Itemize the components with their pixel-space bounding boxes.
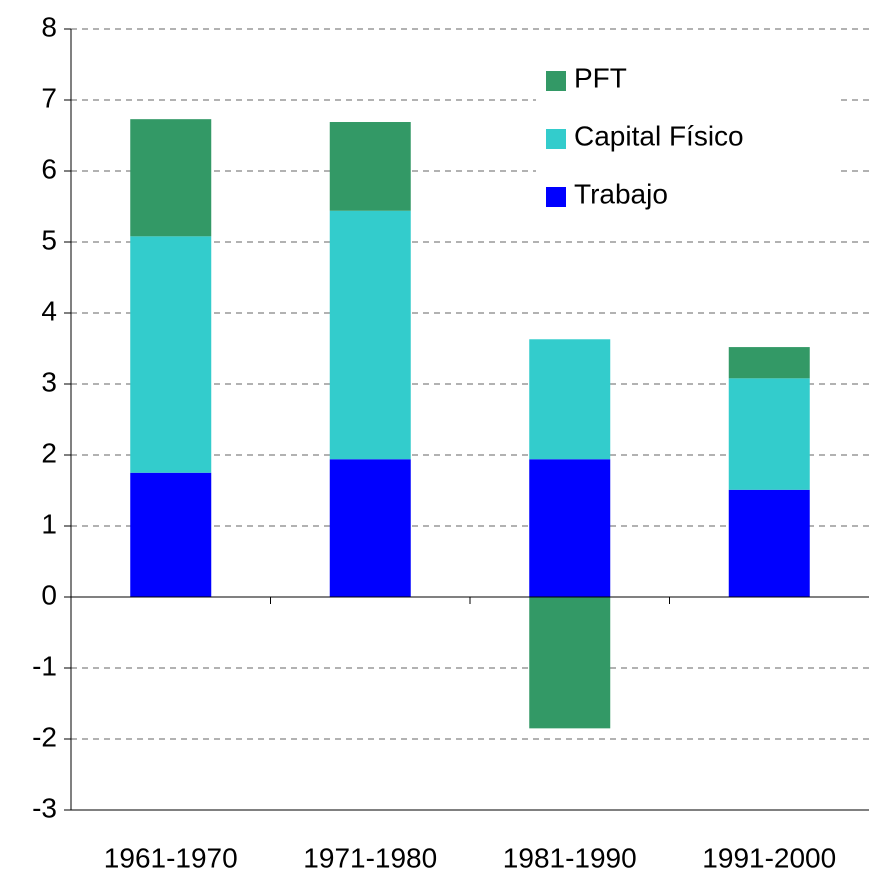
y-tick-label: 7 bbox=[41, 82, 57, 113]
x-tick-label: 1991-2000 bbox=[702, 842, 836, 873]
bar-segment bbox=[329, 210, 411, 460]
bar-segment bbox=[728, 378, 810, 490]
y-tick-label: 2 bbox=[41, 437, 57, 468]
legend-swatch bbox=[546, 187, 566, 207]
legend-box bbox=[536, 58, 836, 226]
bar-segment bbox=[329, 459, 411, 597]
bar-segment bbox=[130, 472, 212, 597]
y-tick-label: -1 bbox=[32, 650, 57, 681]
legend-label: PFT bbox=[574, 62, 627, 93]
bar-segment bbox=[130, 236, 212, 473]
y-tick-label: 3 bbox=[41, 366, 57, 397]
legend-label: Trabajo bbox=[574, 178, 668, 209]
bar-segment bbox=[529, 597, 611, 729]
y-tick-label: 0 bbox=[41, 579, 57, 610]
y-tick-label: 6 bbox=[41, 153, 57, 184]
bar-segment bbox=[130, 119, 212, 237]
y-tick-label: 5 bbox=[41, 224, 57, 255]
legend-label: Capital Físico bbox=[574, 120, 744, 151]
bar-segment bbox=[529, 339, 611, 460]
bar-segment bbox=[728, 489, 810, 597]
legend-swatch bbox=[546, 129, 566, 149]
y-tick-label: 1 bbox=[41, 508, 57, 539]
bar-segment bbox=[529, 459, 611, 597]
y-tick-label: -3 bbox=[32, 792, 57, 823]
y-tick-label: 8 bbox=[41, 11, 57, 42]
x-tick-label: 1961-1970 bbox=[104, 842, 238, 873]
x-tick-label: 1971-1980 bbox=[303, 842, 437, 873]
bar-segment bbox=[728, 347, 810, 379]
y-tick-label: 4 bbox=[41, 295, 57, 326]
bar-segment bbox=[329, 122, 411, 211]
legend-swatch bbox=[546, 71, 566, 91]
y-tick-label: -2 bbox=[32, 721, 57, 752]
x-tick-label: 1981-1990 bbox=[503, 842, 637, 873]
